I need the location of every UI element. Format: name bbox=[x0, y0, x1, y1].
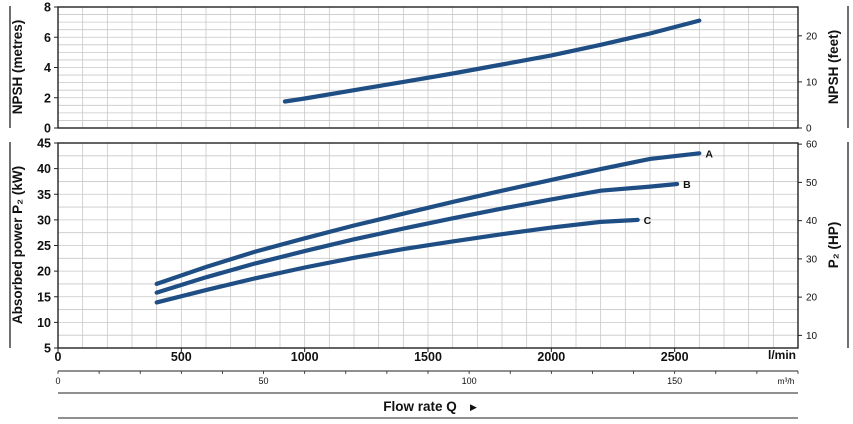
y-tick-label: 10 bbox=[37, 316, 51, 330]
y-tick-label: 2 bbox=[44, 91, 51, 105]
y-tick-label: 45 bbox=[37, 137, 51, 151]
y-tick-label: 30 bbox=[37, 213, 51, 227]
y-tick-label: 35 bbox=[37, 188, 51, 202]
x-tick-label: 0 bbox=[55, 350, 62, 364]
y-right-tick-label: 60 bbox=[806, 140, 818, 151]
y-right-tick-label: 20 bbox=[806, 31, 818, 42]
secondary-x-tick-label: 150 bbox=[667, 376, 682, 386]
npsh-curve bbox=[282, 18, 702, 104]
npsh-feet-axis-title: NPSH (feet) bbox=[826, 30, 841, 104]
grid-layer bbox=[58, 7, 798, 348]
x-tick-label: 2000 bbox=[537, 350, 565, 364]
x-unit-label: l/min bbox=[768, 348, 796, 362]
curve-a bbox=[154, 151, 702, 286]
flow-rate-label: Flow rate Q bbox=[383, 399, 457, 414]
secondary-x-tick-label: 0 bbox=[55, 376, 60, 386]
curve-label-c: C bbox=[644, 215, 652, 227]
npsh-metres-axis-title: NPSH (metres) bbox=[10, 20, 25, 115]
absorbed-power-axis-title: Absorbed power P₂ (kW) bbox=[10, 166, 25, 324]
curve-c bbox=[154, 217, 640, 305]
y-tick-label: 0 bbox=[44, 122, 51, 136]
x-tick-label: 2500 bbox=[661, 350, 689, 364]
y-tick-label: 40 bbox=[37, 162, 51, 176]
secondary-x-tick-label: 50 bbox=[259, 376, 269, 386]
secondary-x-tick-label: 100 bbox=[462, 376, 477, 386]
y-right-tick-label: 10 bbox=[806, 77, 818, 88]
x-tick-label: 1500 bbox=[414, 350, 442, 364]
y-right-tick-label: 0 bbox=[806, 124, 812, 135]
ticks-layer: 0 2 4 6 8 0 10 20 5 10 15 20 25 30 35 40 45 10 20 30 40 50 60 0… bbox=[37, 1, 817, 365]
flow-rate-arrow-icon: ▶ bbox=[470, 402, 477, 412]
x-tick-label: 500 bbox=[171, 350, 192, 364]
curve-label-b: B bbox=[683, 179, 691, 191]
y-right-tick-label: 10 bbox=[806, 331, 818, 342]
y-right-tick-label: 30 bbox=[806, 254, 818, 265]
y-tick-label: 15 bbox=[37, 290, 51, 304]
x-tick-label: 1000 bbox=[291, 350, 319, 364]
y-right-tick-label: 50 bbox=[806, 178, 818, 189]
y-tick-label: 8 bbox=[44, 1, 51, 15]
y-tick-label: 20 bbox=[37, 265, 51, 279]
y-tick-label: 5 bbox=[44, 342, 51, 356]
y-tick-label: 4 bbox=[44, 61, 51, 75]
y-right-tick-label: 20 bbox=[806, 293, 818, 304]
curves-layer: A B C bbox=[154, 18, 713, 305]
y-tick-label: 25 bbox=[37, 239, 51, 253]
curve-b bbox=[154, 181, 680, 295]
curve-label-a: A bbox=[705, 148, 713, 160]
secondary-x-ticks: 0 50 100 150 bbox=[55, 371, 799, 386]
power-hp-axis-title: P₂ (HP) bbox=[826, 222, 841, 269]
secondary-x-unit-label: m³/h bbox=[778, 376, 795, 386]
y-right-tick-label: 40 bbox=[806, 216, 818, 227]
y-tick-label: 6 bbox=[44, 31, 51, 45]
